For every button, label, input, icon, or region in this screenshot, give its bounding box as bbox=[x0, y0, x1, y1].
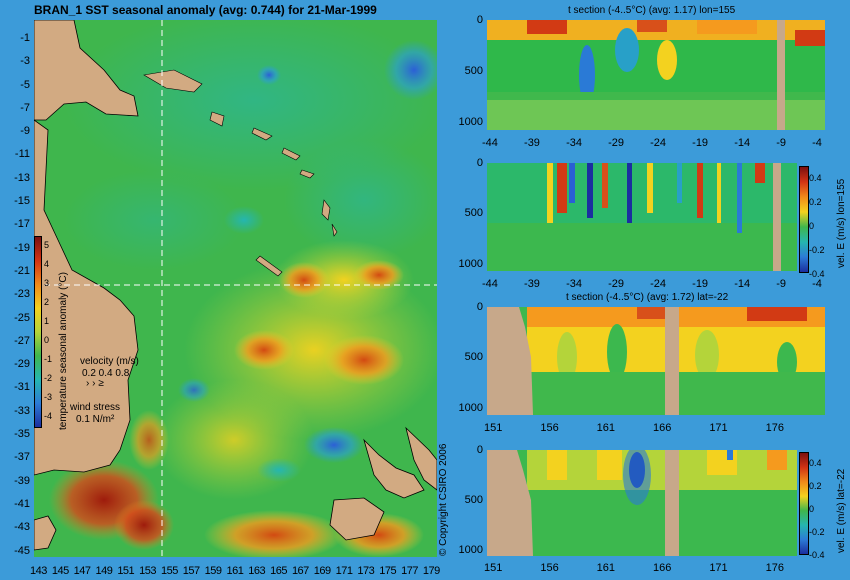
section1-plot[interactable] bbox=[487, 20, 825, 130]
section2-x-labels: -44 -39 -34 -29 -24 -19 -14 -9 -4 bbox=[482, 278, 822, 290]
section2-colorbar bbox=[799, 166, 809, 273]
copyright-text: © Copyright CSIRO 2006 bbox=[438, 443, 449, 556]
section2-side-label: vel. E (m/s) lon=155 bbox=[836, 178, 847, 268]
section2-plot[interactable] bbox=[487, 163, 797, 271]
map-lat-labels: -1 -3 -5 -7 -9 -11 -13 -15 -17 -19 -21 -23 -25 -2… bbox=[14, 32, 30, 557]
sst-map-svg bbox=[34, 20, 437, 557]
section3-title: t section (-4..5°C) (avg: 1.72) lat=-22 bbox=[566, 292, 729, 303]
velocity-legend-values: 0.2 0.4 0.8 bbox=[82, 368, 130, 379]
map-title: BRAN_1 SST seasonal anomaly (avg: 0.744)… bbox=[34, 3, 377, 17]
section3-svg bbox=[487, 307, 825, 415]
velocity-legend-title: velocity (m/s) bbox=[80, 356, 139, 367]
map-colorbar-label: temperature seasonal anomaly (°C) bbox=[58, 272, 69, 430]
section2-colorbar-ticks: 0.4 0.2 0 -0.2 -0.4 bbox=[809, 173, 825, 279]
section4-x-labels: 151 156 161 166 171 176 bbox=[484, 562, 784, 574]
section1-svg bbox=[487, 20, 825, 130]
section4-colorbar bbox=[799, 452, 809, 555]
section1-x-labels: -44 -39 -34 -29 -24 -19 -14 -9 -4 bbox=[482, 137, 822, 149]
wind-legend-title: wind stress bbox=[70, 402, 121, 413]
map-colorbar bbox=[34, 236, 42, 428]
section3-x-labels: 151 156 161 166 171 176 bbox=[484, 422, 784, 434]
section4-svg bbox=[487, 450, 797, 556]
wind-legend-value: 0.1 N/m² bbox=[76, 414, 115, 425]
sst-anomaly-map[interactable] bbox=[34, 20, 437, 557]
section4-side-label: vel. E (m/s) lat=-22 bbox=[836, 468, 847, 553]
section2-svg bbox=[487, 163, 797, 271]
velocity-arrows-icon: › › ≥ bbox=[86, 378, 104, 389]
map-colorbar-ticks: 5 4 3 2 1 0 -1 -2 -3 -4 bbox=[44, 240, 53, 421]
section4-plot[interactable] bbox=[487, 450, 797, 556]
section1-title: t section (-4..5°C) (avg: 1.17) lon=155 bbox=[568, 5, 736, 16]
section4-colorbar-ticks: 0.4 0.2 0 -0.2 -0.4 bbox=[809, 458, 825, 560]
section3-plot[interactable] bbox=[487, 307, 825, 415]
map-lon-labels: 143 145 147 149 151 153 155 157 159 161 163 165 … bbox=[30, 565, 440, 577]
